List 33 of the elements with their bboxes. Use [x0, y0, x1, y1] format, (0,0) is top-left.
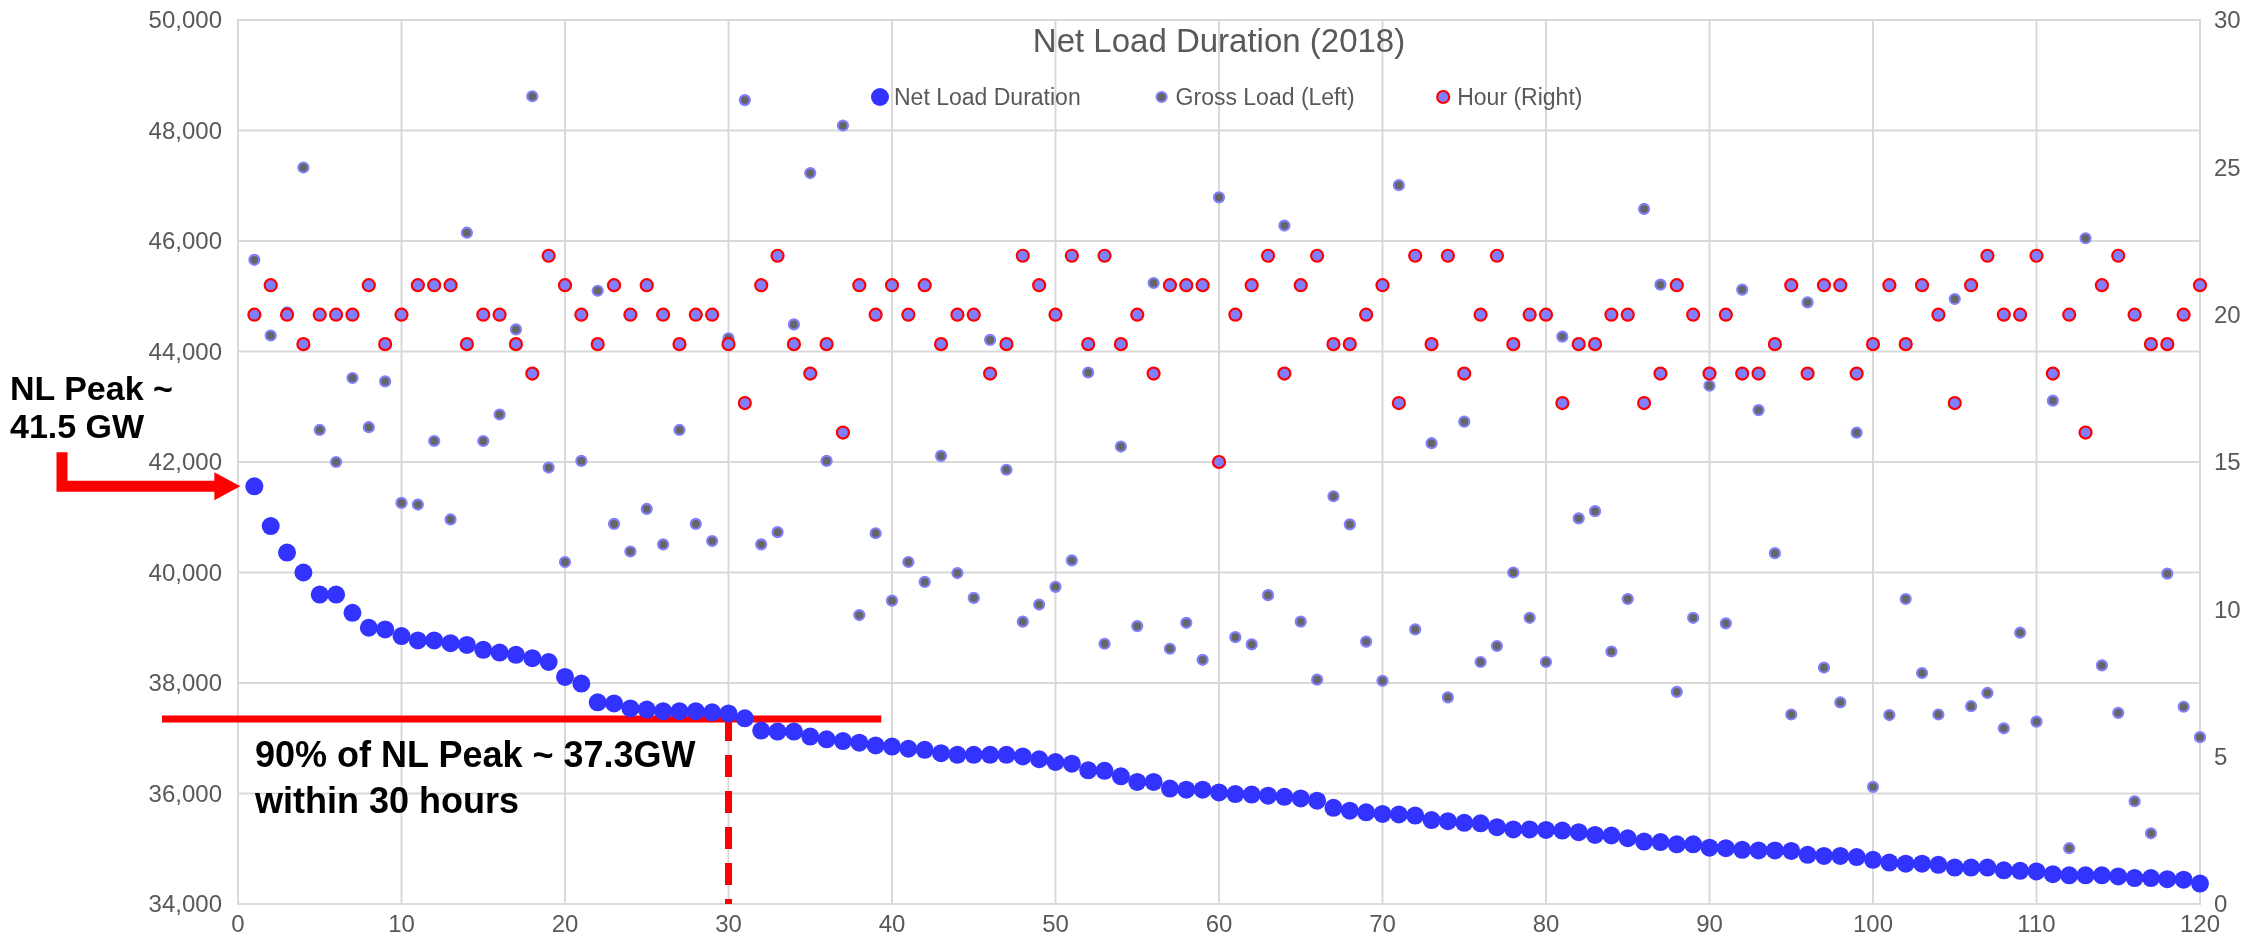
x-tick-label: 10	[388, 910, 415, 937]
text: NL Peak ~ 41.5 GW	[10, 369, 173, 446]
x-tick-label: 0	[231, 910, 245, 937]
y-tick-label: 50,000	[148, 6, 222, 34]
x-tick-label: 80	[1532, 910, 1560, 937]
y2-tick-label: 10	[2214, 595, 2241, 623]
y-tick-label: 42,000	[148, 448, 222, 476]
x-tick-label: 70	[1369, 910, 1396, 937]
y2-tick-label: 25	[2214, 153, 2241, 181]
x-tick-label: 50	[1042, 910, 1069, 937]
x-tick-label: 40	[878, 910, 906, 937]
chart-title: Net Load Duration (2018)	[1032, 22, 1406, 59]
y-tick-label: 36,000	[148, 779, 222, 807]
x-tick-label: 90	[1696, 910, 1723, 937]
x-tick-label: 20	[551, 910, 579, 937]
legend-label: Gross Load (Left)	[1175, 84, 1355, 111]
x-tick-label: 60	[1205, 910, 1233, 937]
y-tick-label: 34,000	[148, 890, 222, 918]
y2-tick-label: 20	[2214, 301, 2241, 329]
legend-label: Net Load Duration	[894, 84, 1081, 111]
y2-tick-label: 15	[2214, 448, 2241, 476]
y-tick-label: 40,000	[148, 558, 222, 586]
y-tick-label: 48,000	[148, 116, 222, 144]
y-tick-label: 44,000	[148, 337, 222, 365]
y2-tick-label: 5	[2214, 743, 2228, 771]
y2-tick-label: 30	[2214, 6, 2241, 34]
legend-label: Hour (Right)	[1457, 84, 1583, 111]
x-tick-label: 110	[2017, 910, 2056, 937]
ref-line-label: 90% of NL Peak ~ 37.3GW within 30 hours	[254, 733, 696, 821]
y-tick-label: 46,000	[148, 227, 222, 255]
x-tick-label: 30	[715, 910, 742, 937]
y-tick-label: 38,000	[148, 669, 222, 697]
x-tick-label: 100	[1852, 910, 1894, 937]
